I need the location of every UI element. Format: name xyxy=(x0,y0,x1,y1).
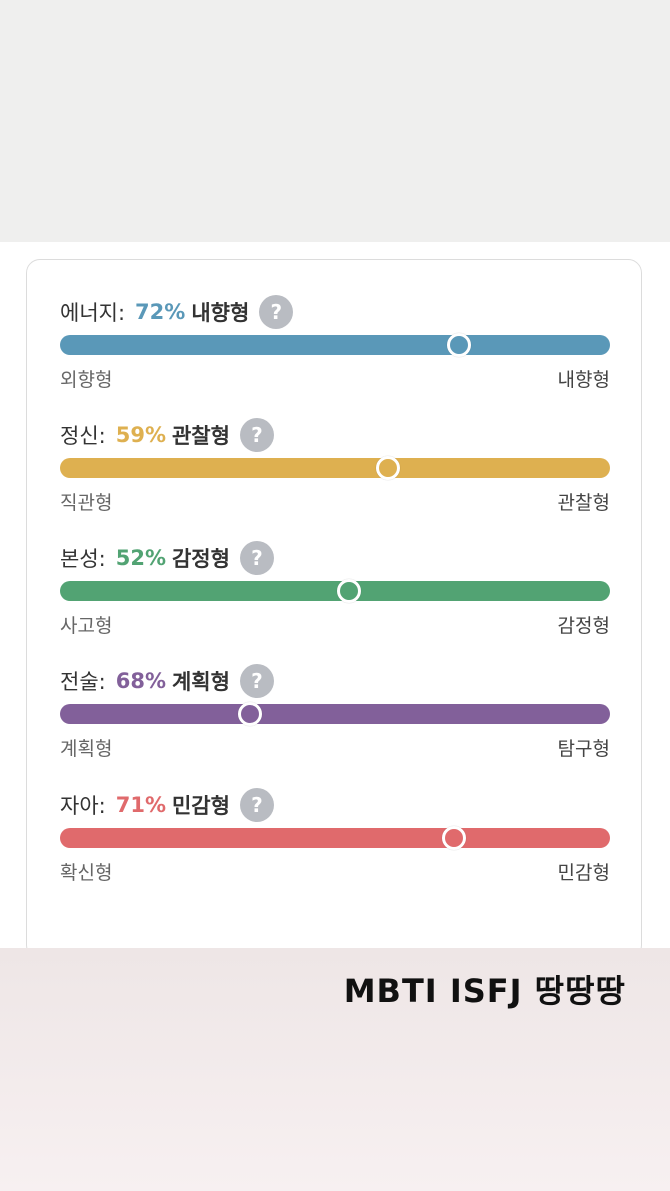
trait-name: 전술: xyxy=(60,670,106,694)
trait-header: 자아: 71% 민감형 ? xyxy=(60,787,274,823)
trait-type: 내향형 xyxy=(191,301,250,325)
trait-bar xyxy=(60,826,610,850)
trait-type: 감정형 xyxy=(171,547,230,571)
trait-left-label: 확신형 xyxy=(60,862,113,884)
bottom-background xyxy=(0,948,670,1191)
trait-left-label: 사고형 xyxy=(60,615,113,637)
trait-percent: 52% xyxy=(115,546,166,570)
trait-percent: 68% xyxy=(115,669,166,693)
caption-text: MBTI ISFJ 땅땅땅 xyxy=(343,972,626,1010)
trait-percent: 59% xyxy=(115,423,166,447)
help-icon[interactable]: ? xyxy=(239,541,274,575)
trait-slider-knob[interactable] xyxy=(237,702,262,726)
top-background xyxy=(0,0,670,242)
trait-percent: 72% xyxy=(135,300,186,324)
trait-slider-knob[interactable] xyxy=(336,579,361,603)
trait-left-label: 계획형 xyxy=(60,738,113,760)
trait-percent: 71% xyxy=(115,793,166,817)
help-icon[interactable]: ? xyxy=(239,418,274,452)
trait-slider-knob[interactable] xyxy=(441,826,466,850)
trait-bar xyxy=(60,702,610,726)
trait-name: 에너지: xyxy=(60,301,126,325)
trait-bar xyxy=(60,579,610,603)
trait-name: 정신: xyxy=(60,424,106,448)
trait-header: 전술: 68% 계획형 ? xyxy=(60,663,274,699)
trait-right-label: 민감형 xyxy=(557,862,610,884)
help-icon[interactable]: ? xyxy=(239,664,274,698)
trait-right-label: 내향형 xyxy=(557,369,610,391)
trait-header: 본성: 52% 감정형 ? xyxy=(60,540,274,576)
trait-type: 계획형 xyxy=(171,670,230,694)
trait-right-label: 관찰형 xyxy=(557,492,610,514)
trait-name: 본성: xyxy=(60,547,106,571)
help-icon[interactable]: ? xyxy=(259,295,294,329)
trait-identity: 자아: 71% 민감형 ? 확신형 민감형 xyxy=(60,787,610,887)
trait-header: 에너지: 72% 내향형 ? xyxy=(60,294,294,330)
trait-slider-knob[interactable] xyxy=(446,333,471,357)
trait-left-label: 직관형 xyxy=(60,492,113,514)
trait-right-label: 탐구형 xyxy=(557,738,610,760)
trait-right-label: 감정형 xyxy=(557,615,610,637)
trait-nature: 본성: 52% 감정형 ? 사고형 감정형 xyxy=(60,540,610,640)
trait-left-label: 외향형 xyxy=(60,369,113,391)
trait-bar xyxy=(60,456,610,480)
help-icon[interactable]: ? xyxy=(239,788,274,822)
trait-slider-knob[interactable] xyxy=(375,456,400,480)
trait-energy: 에너지: 72% 내향형 ? 외향형 내향형 xyxy=(60,294,610,394)
trait-name: 자아: xyxy=(60,794,106,818)
trait-type: 관찰형 xyxy=(171,424,230,448)
trait-header: 정신: 59% 관찰형 ? xyxy=(60,417,274,453)
trait-bar xyxy=(60,333,610,357)
trait-tactics: 전술: 68% 계획형 ? 계획형 탐구형 xyxy=(60,663,610,763)
trait-mind: 정신: 59% 관찰형 ? 직관형 관찰형 xyxy=(60,417,610,517)
trait-type: 민감형 xyxy=(171,794,230,818)
